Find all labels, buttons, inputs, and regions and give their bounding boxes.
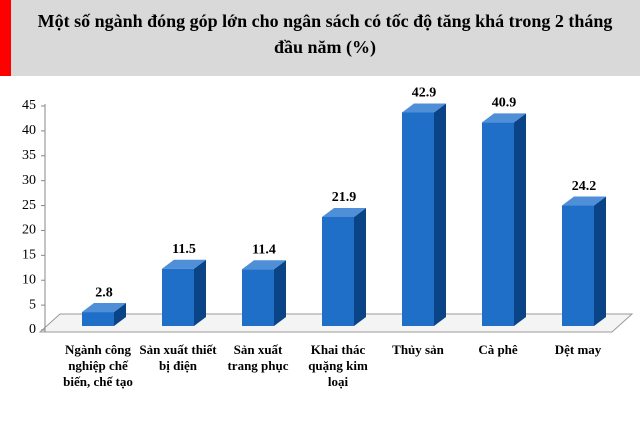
x-tick-label: Dệt may — [554, 342, 602, 357]
x-tick-label: Thủy sản — [392, 342, 444, 357]
y-tick-label: 20 — [22, 223, 36, 238]
bar — [562, 205, 594, 326]
bar-side — [354, 207, 366, 326]
x-tick-label: Ngành công nghiệp chế biến, chế tạo — [63, 342, 133, 389]
y-tick-label: 0 — [29, 322, 36, 337]
bar-top — [242, 260, 286, 270]
bar-top — [82, 303, 126, 313]
bar — [322, 216, 354, 326]
bar-top — [402, 103, 446, 113]
bar-top — [322, 207, 366, 217]
bar-side — [194, 259, 206, 326]
y-tick-label: 35 — [22, 148, 36, 163]
data-label: 40.9 — [492, 96, 517, 111]
header-accent — [0, 0, 11, 76]
bar-top — [162, 259, 206, 269]
y-tick-label: 10 — [22, 272, 36, 287]
bar-top — [482, 113, 526, 123]
bar-side — [434, 103, 446, 326]
bar-top — [562, 196, 606, 206]
x-tick-label: Sản xuất thiết bị điện — [139, 342, 217, 373]
bar — [482, 122, 514, 326]
y-tick-label: 30 — [22, 173, 36, 188]
bar — [82, 312, 114, 326]
y-tick-label: 40 — [22, 123, 36, 138]
x-tick-label: Cà phê — [478, 342, 518, 357]
bar-side — [274, 260, 286, 326]
data-label: 11.4 — [252, 242, 276, 257]
y-tick-label: 5 — [29, 297, 36, 312]
data-label: 42.9 — [412, 86, 437, 101]
bar — [162, 268, 194, 326]
bar-side — [594, 196, 606, 326]
bar-side — [114, 303, 126, 326]
data-label: 11.5 — [172, 242, 196, 257]
x-tick-label: Sản xuất trang phục — [227, 342, 289, 373]
header-band — [0, 0, 640, 76]
bar — [402, 112, 434, 326]
data-label: 2.8 — [95, 285, 113, 300]
x-tick-label: Khai thác quặng kim loại — [308, 342, 368, 389]
bar-side — [514, 113, 526, 326]
chart-title: Một số ngành đóng góp lớn cho ngân sách … — [37, 11, 613, 57]
y-tick-label: 25 — [22, 198, 36, 213]
y-tick-label: 15 — [22, 248, 36, 263]
data-label: 24.2 — [572, 179, 597, 194]
y-tick-label: 45 — [22, 98, 36, 113]
bar — [242, 269, 274, 326]
data-label: 21.9 — [332, 190, 357, 205]
